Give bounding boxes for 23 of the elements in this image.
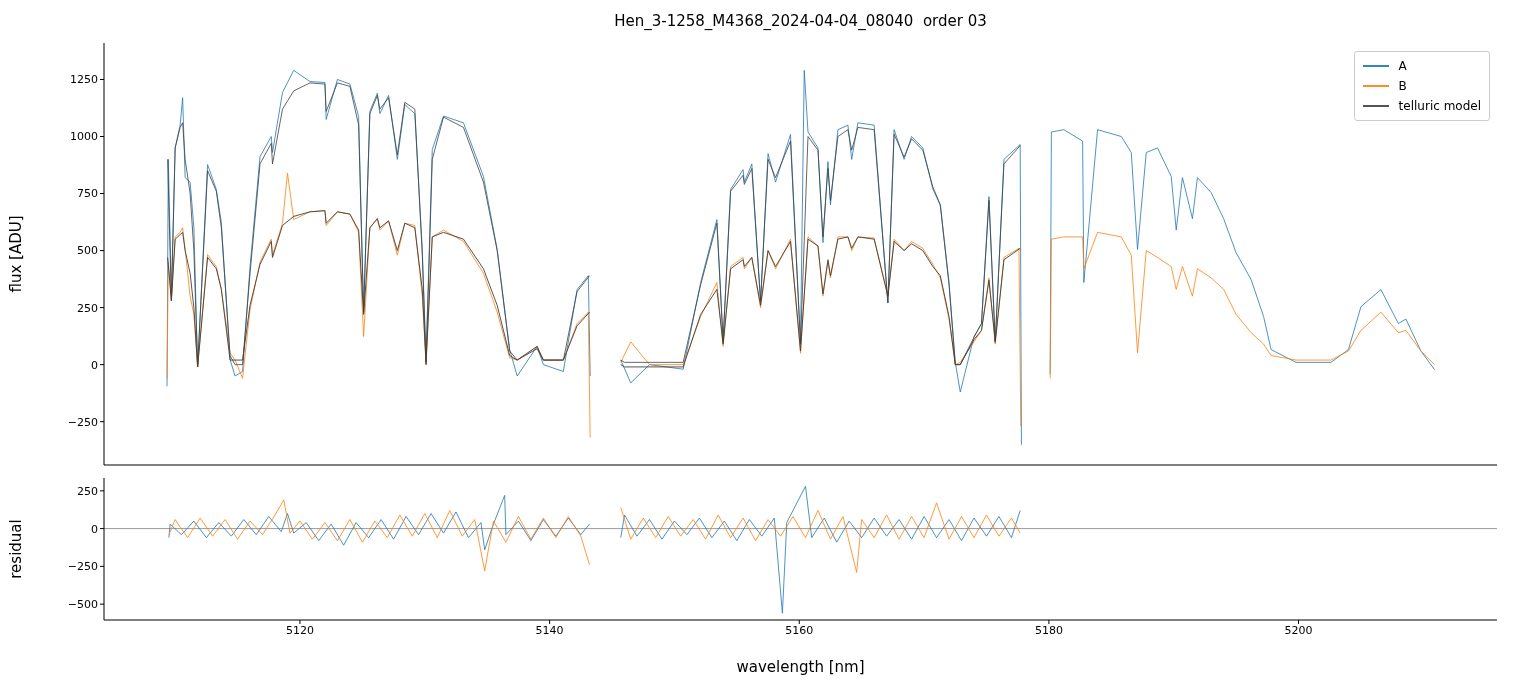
y-tick-label: 0 xyxy=(91,522,98,536)
y-tick-label: −500 xyxy=(67,598,98,612)
y-tick-label: 1000 xyxy=(70,130,98,144)
x-tick-label: 5120 xyxy=(285,623,314,637)
y-axis-title: flux [ADU] xyxy=(7,215,26,293)
y-tick-label: 750 xyxy=(77,187,98,201)
y-tick-label: 250 xyxy=(77,301,98,315)
y-tick-label: 0 xyxy=(91,358,98,372)
y-tick-label: 1250 xyxy=(70,73,98,87)
x-tick-label: 5160 xyxy=(785,623,814,637)
chart-title: Hen_3-1258_M4368_2024-04-04_08040 order 03 xyxy=(613,12,988,30)
x-tick-label: 5200 xyxy=(1284,623,1313,637)
x-tick-label: 5180 xyxy=(1034,623,1063,637)
x-tick-label: 5140 xyxy=(535,623,564,637)
y-tick-label: −250 xyxy=(67,560,98,574)
y-tick-label: −250 xyxy=(67,415,98,429)
x-axis-title: wavelength [nm] xyxy=(736,658,865,676)
legend-label: telluric model xyxy=(1398,98,1481,115)
legend-label: A xyxy=(1398,58,1407,75)
y-tick-label: 500 xyxy=(77,244,98,258)
y-axis-title: residual xyxy=(7,519,26,579)
legend-label: B xyxy=(1398,78,1407,95)
y-tick-label: 250 xyxy=(77,484,98,498)
